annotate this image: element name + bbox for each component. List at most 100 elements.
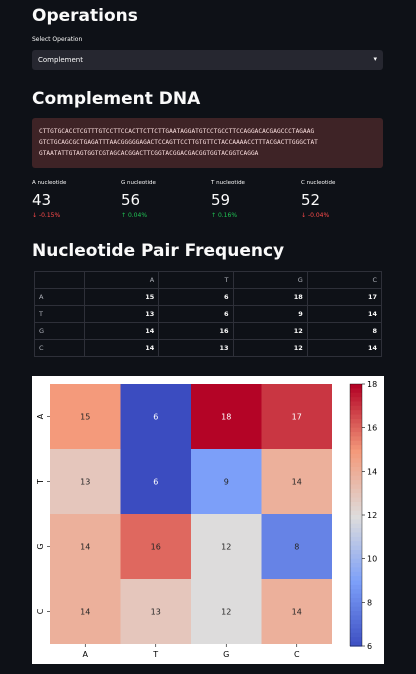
heatmap-cell <box>120 514 191 579</box>
colorbar-segment <box>350 632 362 638</box>
colorbar-segment <box>350 418 362 424</box>
colorbar-segment <box>350 484 362 490</box>
arrow-down-icon: ↓ <box>301 212 307 219</box>
dna-sequence-box: CTTGTGCACCTCGTTTGTCCTTCCACTTCTTCTTGAATAG… <box>32 118 383 168</box>
y-tick-label: A <box>36 413 45 419</box>
colorbar-segment <box>350 471 362 477</box>
metric-g: G nucleotide 56 ↑ 0.04% <box>121 180 201 219</box>
heatmap-cell-label: 13 <box>80 478 90 487</box>
colorbar-segment <box>350 528 362 534</box>
colorbar-segment <box>350 576 362 582</box>
heatmap-cell <box>261 449 332 514</box>
colorbar-segment <box>350 445 362 451</box>
heatmap-cell-label: 15 <box>80 413 90 422</box>
colorbar-segment <box>350 497 362 503</box>
row-header: T <box>34 305 85 323</box>
colorbar-segment <box>350 427 362 433</box>
colorbar-segment <box>350 453 362 459</box>
arrow-down-icon: ↓ <box>32 212 38 219</box>
colorbar-tick-label: 8 <box>367 598 372 607</box>
heatmap-cell-label: 18 <box>221 413 231 422</box>
metric-label: G nucleotide <box>121 180 156 186</box>
heatmap-cell <box>191 384 262 449</box>
table-cell: 14 <box>306 305 383 323</box>
colorbar-tick-label: 12 <box>367 511 377 520</box>
table-cell: 14 <box>83 339 160 357</box>
heatmap-cell <box>50 449 121 514</box>
table-row: A 15 6 18 17 <box>34 288 383 306</box>
colorbar-segment <box>350 466 362 472</box>
operation-select[interactable]: Complement ▾ <box>32 50 383 70</box>
table-cell: 9 <box>232 305 308 323</box>
row-header: C <box>34 339 85 357</box>
row-header: G <box>34 322 85 340</box>
heatmap-cell-label: 12 <box>221 543 231 552</box>
heatmap-cell <box>50 514 121 579</box>
colorbar-segment <box>350 523 362 529</box>
colorbar-segment <box>350 388 362 394</box>
colorbar-segment <box>350 593 362 599</box>
colorbar-segment <box>350 510 362 516</box>
colorbar-segment <box>350 624 362 630</box>
table-header-cell: T <box>158 271 234 289</box>
table-header-row: A T G C <box>34 271 383 289</box>
heatmap-cell <box>120 384 191 449</box>
table-header-cell: A <box>83 271 160 289</box>
metric-label: C nucleotide <box>301 180 336 186</box>
colorbar-segment <box>350 641 362 647</box>
operations-title: Operations <box>32 6 138 26</box>
metric-value: 59 <box>211 191 231 209</box>
colorbar-tick-label: 16 <box>367 424 377 433</box>
heatmap-cell-label: 8 <box>294 543 299 552</box>
colorbar-segment <box>350 401 362 407</box>
heatmap-cell <box>120 579 191 644</box>
metric-value: 43 <box>32 191 52 209</box>
colorbar-tick-label: 18 <box>367 380 377 389</box>
heatmap-figure: 15 6 18 17 13 6 9 14 14 16 12 8 14 13 12 14 A T G C A T G C 6 8 10… <box>32 376 384 664</box>
select-operation-label: Select Operation <box>32 36 83 43</box>
colorbar-segment <box>350 536 362 542</box>
metric-value: 52 <box>301 191 321 209</box>
colorbar-segment <box>350 493 362 499</box>
heatmap-cell <box>261 579 332 644</box>
frequency-title: Nucleotide Pair Frequency <box>32 241 285 261</box>
x-tick-label: G <box>223 650 229 659</box>
heatmap-cell-label: 9 <box>224 478 229 487</box>
heatmap-cell <box>191 514 262 579</box>
row-header: A <box>34 288 85 306</box>
colorbar-segment <box>350 637 362 643</box>
table-row: C 14 13 12 14 <box>34 339 383 357</box>
colorbar-segment <box>350 554 362 560</box>
colorbar-segment <box>350 519 362 525</box>
colorbar-segment <box>350 475 362 481</box>
table-cell: 13 <box>158 339 234 357</box>
x-tick-label: A <box>83 650 89 659</box>
heatmap-cell <box>120 449 191 514</box>
heatmap-cell-label: 13 <box>151 608 161 617</box>
colorbar-segment <box>350 567 362 573</box>
colorbar-segment <box>350 589 362 595</box>
heatmap-cell-label: 14 <box>292 608 302 617</box>
table-header-cell <box>34 271 85 289</box>
colorbar-segment <box>350 423 362 429</box>
colorbar-segment <box>350 515 362 520</box>
colorbar-segment <box>350 480 362 486</box>
heatmap-cell-label: 16 <box>151 543 161 552</box>
operation-select-value: Complement <box>38 56 83 64</box>
table-cell: 15 <box>83 288 160 306</box>
colorbar-segment <box>350 571 362 577</box>
colorbar-segment <box>350 597 362 603</box>
heatmap-cell <box>261 384 332 449</box>
heatmap-cell <box>191 579 262 644</box>
colorbar-segment <box>350 384 362 389</box>
metric-delta: ↑ 0.16% <box>211 212 238 219</box>
colorbar-segment <box>350 440 362 446</box>
colorbar-segment <box>350 563 362 568</box>
metric-value: 56 <box>121 191 141 209</box>
heatmap-cell <box>191 449 262 514</box>
colorbar-tick-label: 10 <box>367 555 377 564</box>
heatmap-cell-label: 17 <box>292 413 302 422</box>
table-cell: 14 <box>306 339 383 357</box>
heatmap-cell-label: 6 <box>153 413 158 422</box>
table-cell: 16 <box>158 322 234 340</box>
